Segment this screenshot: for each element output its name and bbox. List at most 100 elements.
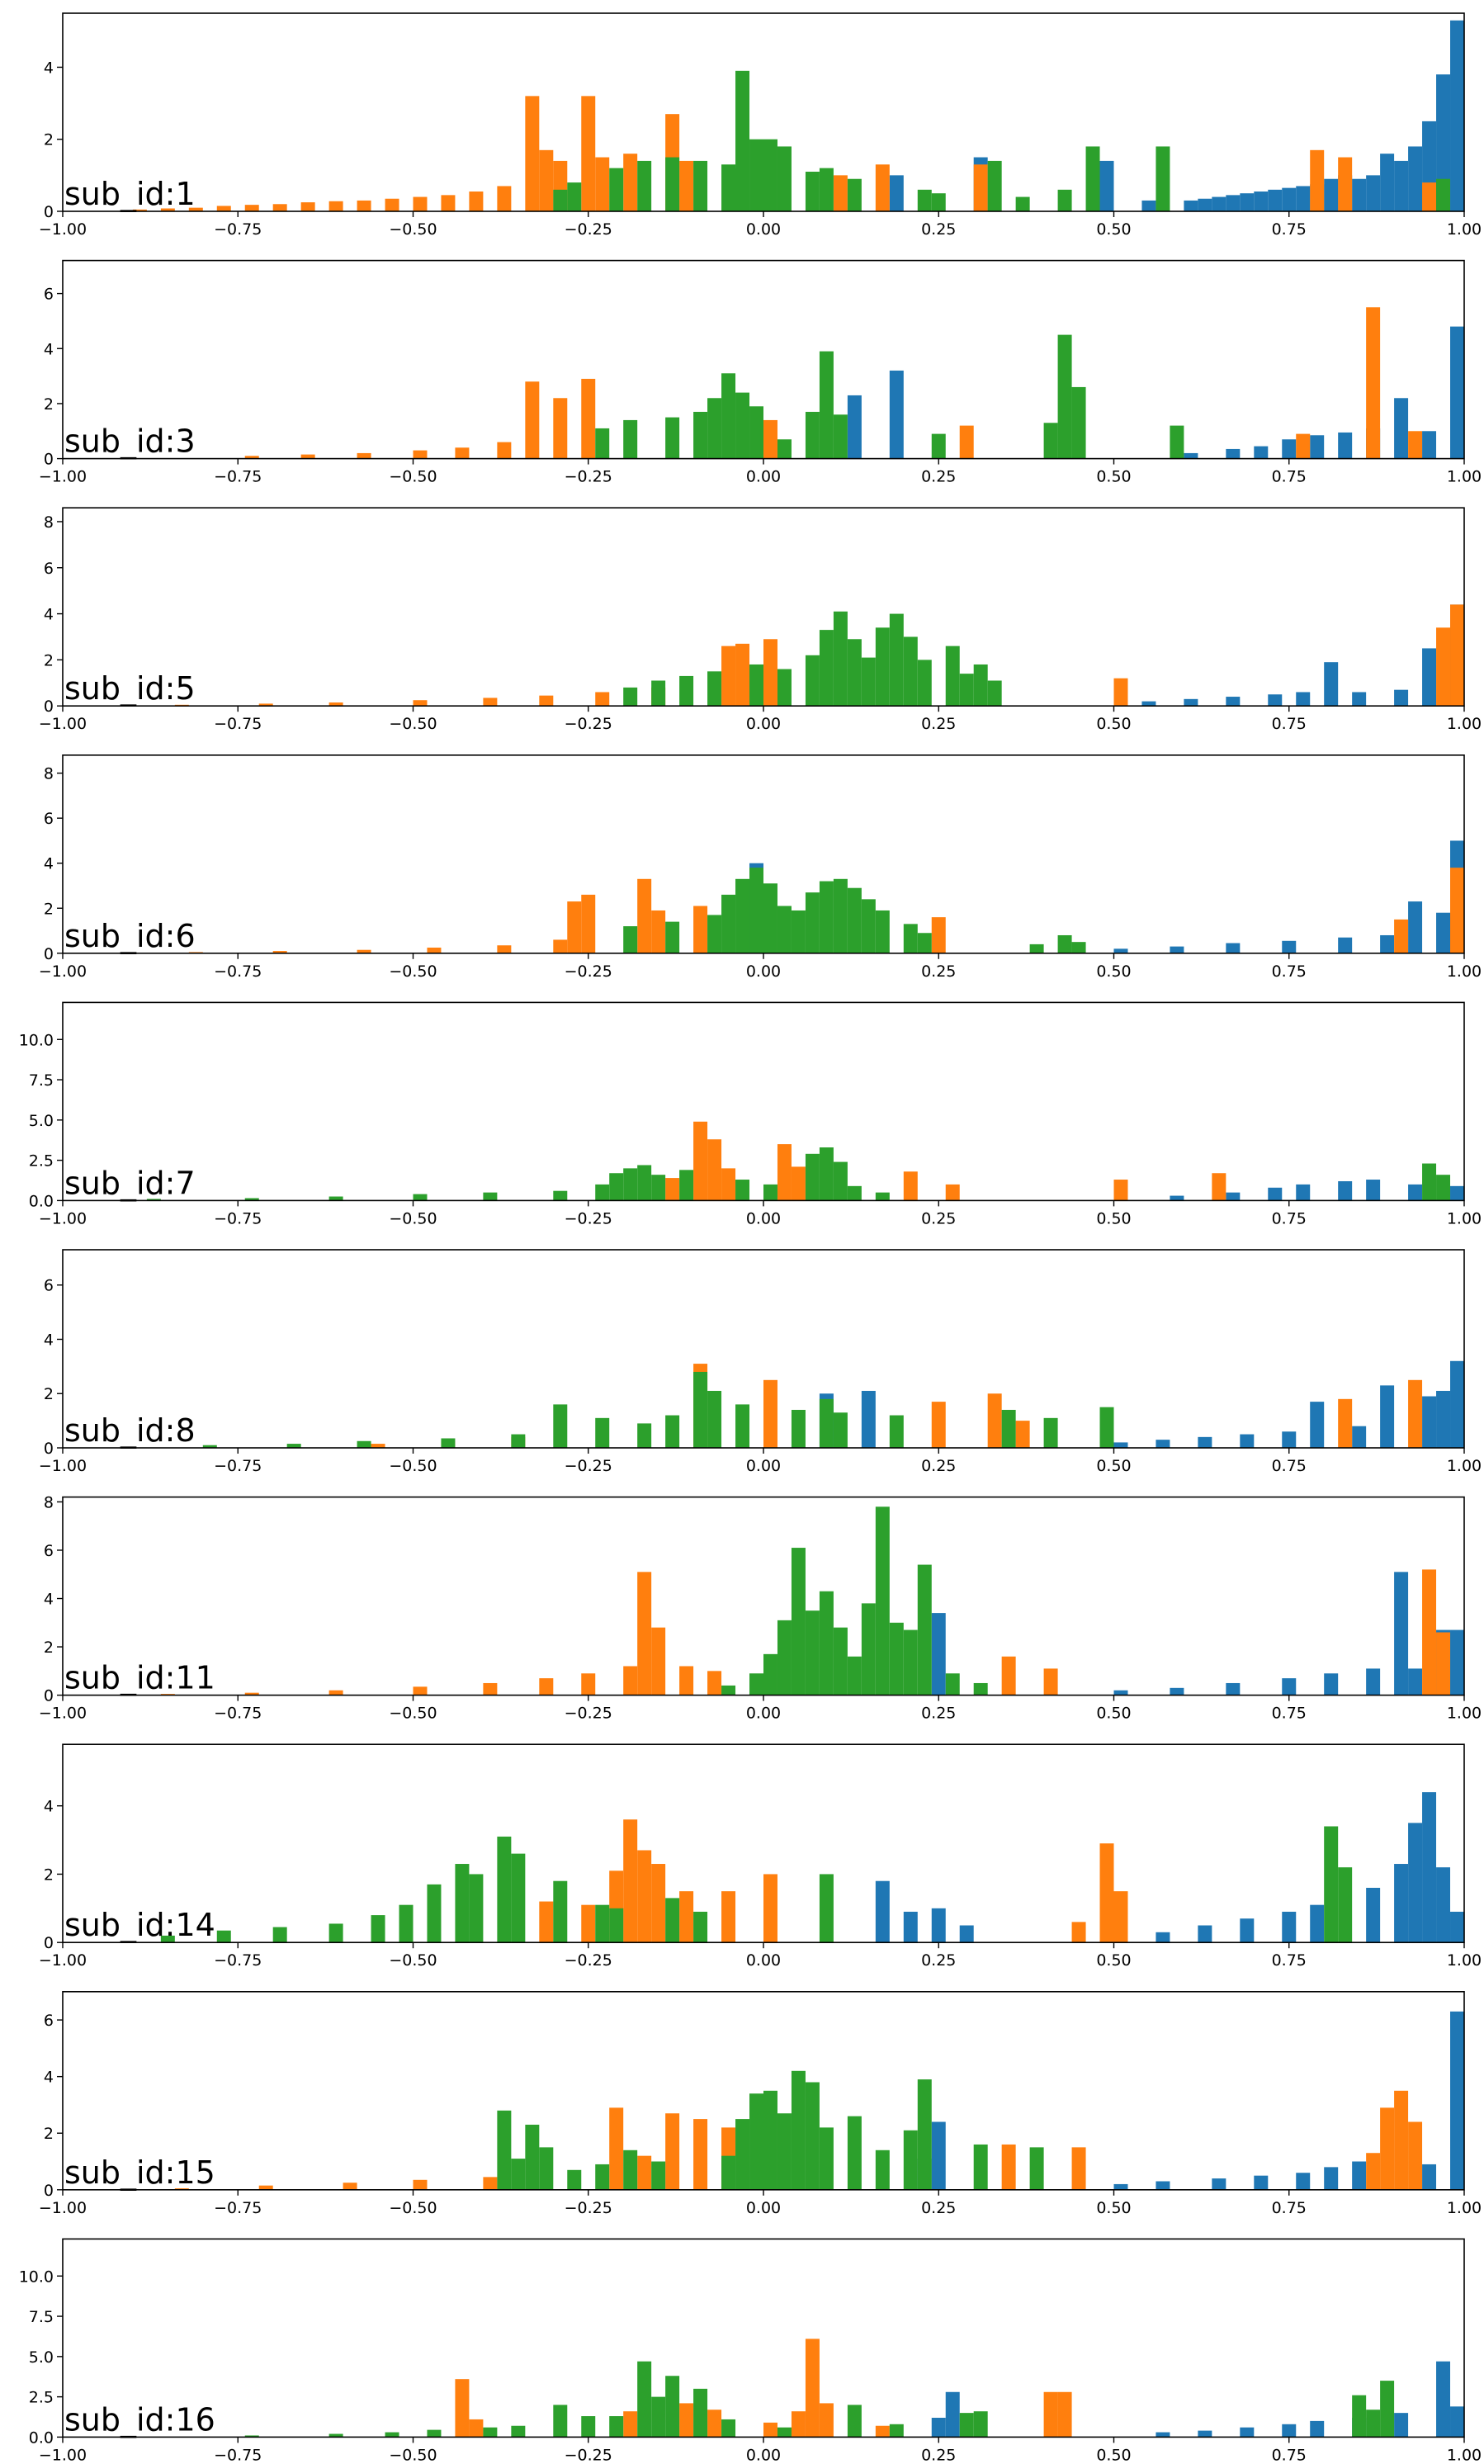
histogram-bar [1338,432,1353,459]
histogram-bar [146,1199,161,1201]
histogram-bar [833,878,848,953]
y-tick-label: 0 [44,2182,54,2200]
x-tick-label: −1.00 [39,1951,87,1970]
x-tick-label: 0.25 [921,1457,956,1475]
histogram-bar [1156,2432,1170,2438]
histogram-bar [1184,200,1198,211]
histogram-bar [1240,193,1255,211]
histogram-bar [651,680,666,707]
histogram-bar [931,2417,946,2438]
histogram-bar [497,186,512,211]
histogram-bar [1408,2121,1423,2190]
histogram-bar [1380,154,1395,211]
panel-sub-id-5: −1.00 −0.75 −0.50 −0.25 0.00 0.25 0.50 0.75 1.00… [39,507,1482,733]
x-tick-label: −1.00 [39,1705,87,1723]
y-tick-label: 2 [44,2125,54,2143]
histogram-bar [581,96,596,211]
y-tick-label: 0 [44,945,54,963]
y-tick-label: 2 [44,1385,54,1403]
histogram-bar [525,2124,540,2190]
histogram-bar [1198,2430,1212,2438]
histogram-bar [539,2147,554,2190]
histogram-bar [693,411,708,459]
histogram-bar [581,378,596,459]
histogram-bar [931,1908,946,1943]
x-tick-label: 0.00 [746,1457,781,1475]
x-tick-label: 0.75 [1272,715,1307,733]
x-tick-label: 1.00 [1447,1951,1482,1970]
histogram-bar [1436,1175,1451,1201]
histogram-bar [609,1908,624,1943]
histogram-bar [1085,146,1100,211]
histogram-bar [805,1153,820,1201]
histogram-bar [1450,2011,1464,2190]
x-tick-label: 0.25 [921,1705,956,1723]
histogram-bar [413,1686,428,1695]
histogram-bar [1268,1187,1283,1201]
histogram-bar [805,411,820,459]
x-tick-label: −0.50 [389,2446,437,2464]
x-tick-label: −0.75 [214,2446,262,2464]
x-tick-label: −0.50 [389,715,437,733]
histogram-bar [497,442,512,459]
histogram-bar [945,646,960,707]
histogram-bar [539,1678,554,1695]
histogram-bar [1338,1398,1353,1448]
histogram-bar [469,1874,484,1943]
histogram-bar [749,406,763,459]
histogram-bar [511,1434,526,1448]
histogram-bar [1310,1904,1325,1943]
x-tick-label: −1.00 [39,715,87,733]
x-tick-label: 0.25 [921,2446,956,2464]
histogram-bar [581,894,596,953]
y-tick-label: 4 [44,855,54,873]
histogram-bar [1450,1911,1464,1943]
panel-sub-id-16: −1.00 −0.75 −0.50 −0.25 0.00 0.25 0.50 0.75 1.00… [19,2238,1482,2464]
x-tick-label: 1.00 [1447,715,1482,733]
x-tick-label: 1.00 [1447,2446,1482,2464]
x-tick-label: −0.25 [565,715,612,733]
x-tick-label: 1.00 [1447,1209,1482,1227]
histogram-bar [272,204,287,211]
histogram-bar [903,1911,918,1943]
histogram-bar [749,139,763,211]
histogram-bar [917,1564,932,1695]
histogram-bar [1254,2175,1269,2190]
histogram-bar [1436,1867,1451,1943]
histogram-bar [735,392,750,459]
histogram-bar [1408,1823,1423,1943]
histogram-bar [553,398,568,459]
histogram-bar [749,868,763,953]
histogram-bar [1450,1185,1464,1201]
y-tick-label: 2 [44,1639,54,1657]
histogram-bar [1113,1442,1128,1448]
histogram-bar [777,1144,792,1201]
histogram-bar [1352,692,1367,707]
histogram-bar [328,2433,343,2438]
histogram-bar [679,675,694,707]
histogram-bar [1408,146,1423,211]
histogram-bar [1338,937,1353,953]
histogram-bar [707,915,722,953]
histogram-bar [1450,604,1464,707]
histogram-bar [427,1884,442,1943]
histogram-bar [749,1673,763,1695]
histogram-bar [553,189,568,211]
histogram-bar [1057,334,1072,459]
histogram-bar [1324,1826,1339,1943]
x-tick-label: −0.50 [389,962,437,981]
histogram-bar [525,96,540,211]
histogram-bar [763,1653,777,1695]
histogram-bar [623,687,638,707]
histogram-bar [637,160,652,211]
histogram-bar [160,208,175,211]
x-tick-label: −0.75 [214,962,262,981]
histogram-bar [272,1927,287,1943]
x-tick-label: 0.25 [921,2199,956,2217]
histogram-bar [553,2405,568,2438]
y-tick-label: 0 [44,1934,54,1952]
histogram-bar [455,1864,470,1943]
histogram-bar [1394,2090,1409,2190]
histogram-bar [749,2093,763,2190]
